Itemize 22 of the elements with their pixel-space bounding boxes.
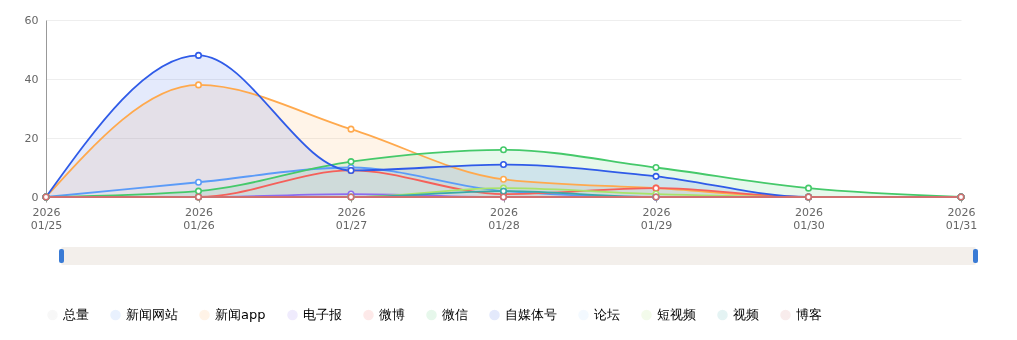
- y-tick-label: 20: [24, 131, 39, 145]
- legend-label: 论坛: [594, 306, 620, 322]
- legend-label: 微信: [442, 306, 468, 322]
- y-tick-label: 40: [24, 72, 39, 86]
- legend-label: 微博: [379, 306, 405, 322]
- legend-label: 自媒体号: [505, 306, 557, 322]
- y-tick-label: 60: [24, 13, 39, 27]
- x-tick-label: 2026 01/26: [183, 205, 215, 232]
- legend-label: 博客: [796, 306, 822, 322]
- y-tick-label: 0: [31, 190, 39, 204]
- legend-label: 短视频: [657, 306, 696, 322]
- x-tick-label: 2026 01/29: [640, 205, 673, 232]
- legend-label: 新闻网站: [126, 306, 178, 322]
- legend-label: 新闻app: [215, 306, 266, 322]
- x-tick-label: 2026 01/27: [335, 205, 368, 232]
- x-tick-label: 2026 01/28: [488, 205, 520, 232]
- legend-label: 视频: [733, 306, 759, 322]
- x-tick-label: 2026 01/25: [30, 205, 63, 232]
- legend-label: 总量: [62, 306, 89, 322]
- x-tick-label: 2026 01/31: [945, 205, 978, 232]
- legend-label: 电子报: [303, 306, 342, 322]
- x-tick-label: 2026 01/30: [793, 205, 825, 232]
